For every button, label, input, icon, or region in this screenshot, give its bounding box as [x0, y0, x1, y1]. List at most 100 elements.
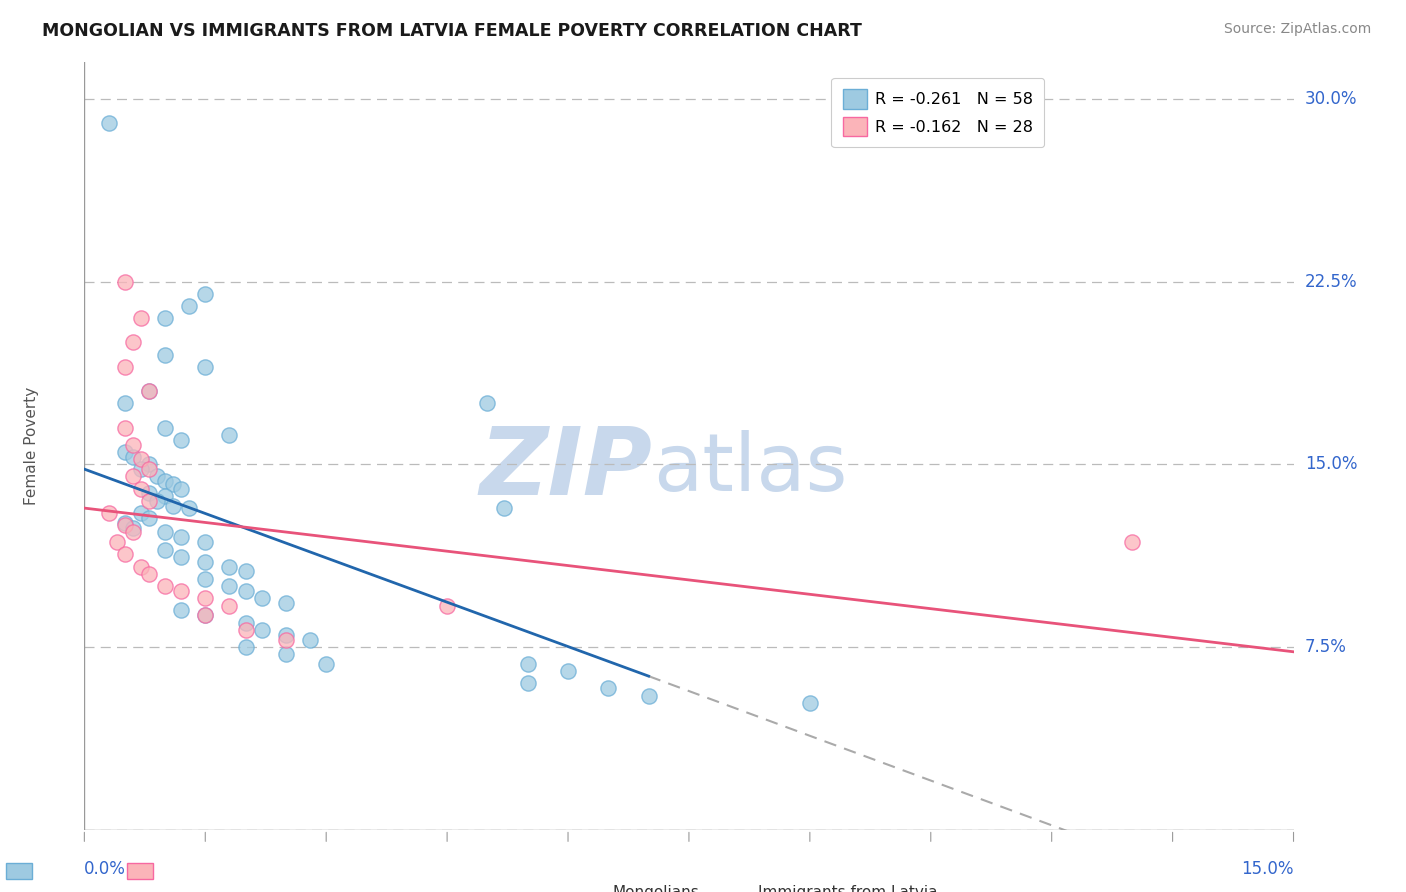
Point — [121, 469, 143, 483]
Point — [194, 286, 217, 301]
Point — [274, 647, 297, 661]
Point — [516, 657, 538, 671]
Point — [194, 591, 217, 606]
Text: 15.0%: 15.0% — [1241, 860, 1294, 878]
Point — [250, 591, 273, 606]
Point — [235, 583, 257, 598]
Text: Source: ZipAtlas.com: Source: ZipAtlas.com — [1223, 22, 1371, 37]
Point — [477, 396, 499, 410]
Point — [121, 438, 143, 452]
Point — [274, 632, 297, 647]
Point — [105, 535, 128, 549]
Point — [153, 421, 176, 435]
Point — [799, 696, 821, 710]
Point — [170, 549, 193, 564]
Text: Mongolians: Mongolians — [613, 885, 699, 892]
Text: Female Poverty: Female Poverty — [24, 387, 39, 505]
Point — [194, 608, 217, 623]
Point — [114, 396, 136, 410]
Point — [121, 525, 143, 540]
Point — [170, 482, 193, 496]
Point — [218, 428, 240, 442]
Text: 15.0%: 15.0% — [1305, 455, 1357, 474]
Legend: R = -0.261   N = 58, R = -0.162   N = 28: R = -0.261 N = 58, R = -0.162 N = 28 — [831, 78, 1043, 147]
Point — [170, 433, 193, 447]
Point — [121, 335, 143, 350]
Point — [218, 599, 240, 613]
Point — [162, 476, 184, 491]
Point — [129, 506, 152, 520]
Point — [436, 599, 458, 613]
Point — [235, 565, 257, 579]
Point — [492, 501, 515, 516]
Point — [114, 518, 136, 533]
Point — [138, 493, 160, 508]
Point — [637, 689, 659, 703]
Point — [138, 511, 160, 525]
Point — [121, 520, 143, 534]
Point — [194, 572, 217, 586]
Text: Immigrants from Latvia: Immigrants from Latvia — [758, 885, 938, 892]
Point — [97, 116, 120, 130]
Point — [114, 275, 136, 289]
Point — [170, 583, 193, 598]
Point — [598, 681, 620, 696]
Point — [194, 535, 217, 549]
Point — [153, 542, 176, 557]
Point — [153, 348, 176, 362]
Point — [153, 525, 176, 540]
Point — [153, 489, 176, 503]
Point — [194, 359, 217, 374]
Point — [153, 579, 176, 593]
Point — [138, 384, 160, 399]
Point — [315, 657, 337, 671]
Text: atlas: atlas — [652, 430, 846, 508]
Point — [114, 421, 136, 435]
Point — [138, 457, 160, 471]
Text: 30.0%: 30.0% — [1305, 90, 1357, 108]
Text: ZIP: ZIP — [479, 423, 652, 515]
Point — [170, 603, 193, 617]
Point — [194, 555, 217, 569]
Point — [114, 516, 136, 530]
Point — [129, 452, 152, 467]
Point — [299, 632, 322, 647]
Point — [138, 384, 160, 399]
Point — [235, 640, 257, 654]
Point — [162, 499, 184, 513]
FancyBboxPatch shape — [127, 863, 153, 880]
Point — [179, 501, 201, 516]
Point — [235, 615, 257, 630]
Point — [146, 493, 169, 508]
FancyBboxPatch shape — [6, 863, 32, 880]
Text: 22.5%: 22.5% — [1305, 273, 1357, 291]
Text: MONGOLIAN VS IMMIGRANTS FROM LATVIA FEMALE POVERTY CORRELATION CHART: MONGOLIAN VS IMMIGRANTS FROM LATVIA FEMA… — [42, 22, 862, 40]
Point — [557, 665, 579, 679]
Point — [170, 530, 193, 544]
Point — [274, 596, 297, 610]
Point — [153, 311, 176, 326]
Point — [274, 628, 297, 642]
Point — [179, 299, 201, 313]
Point — [129, 462, 152, 476]
Point — [235, 623, 257, 637]
Point — [114, 359, 136, 374]
Point — [138, 462, 160, 476]
Point — [129, 482, 152, 496]
Point — [516, 676, 538, 690]
Point — [114, 445, 136, 459]
Text: 0.0%: 0.0% — [84, 860, 127, 878]
Point — [97, 506, 120, 520]
Point — [129, 311, 152, 326]
Point — [218, 579, 240, 593]
Point — [1121, 535, 1143, 549]
Text: 7.5%: 7.5% — [1305, 638, 1347, 656]
Point — [138, 566, 160, 581]
Point — [194, 608, 217, 623]
Point — [114, 547, 136, 561]
Point — [218, 559, 240, 574]
Point — [250, 623, 273, 637]
Point — [121, 450, 143, 464]
Point — [146, 469, 169, 483]
Point — [138, 486, 160, 500]
